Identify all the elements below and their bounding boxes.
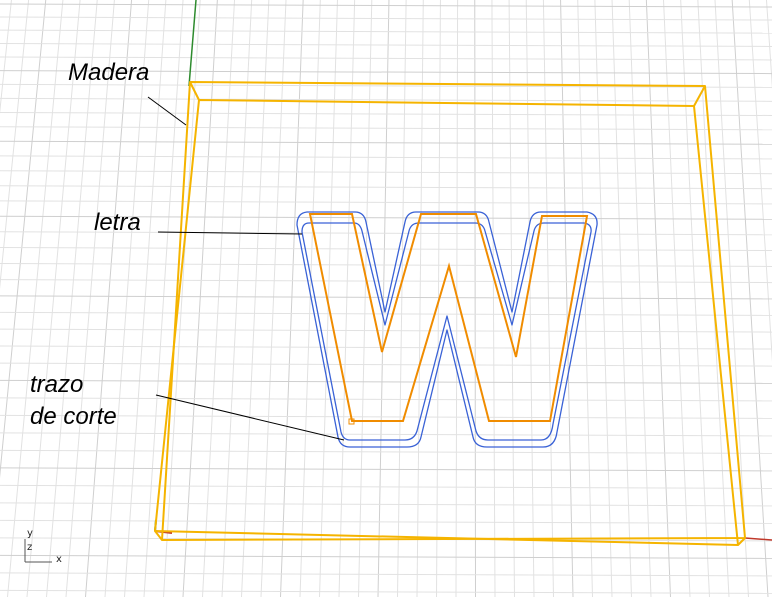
grid-line-vertical (299, 0, 321, 597)
grid-line-horizontal (0, 295, 772, 300)
letra-leader-line (157, 231, 303, 235)
axis-icon-z-label: z (27, 542, 33, 553)
grid-line-horizontal (0, 519, 772, 524)
grid-line-vertical (104, 0, 150, 597)
wood-board-bevel-br (737, 537, 746, 546)
grid-line-horizontal (0, 42, 772, 47)
wood-board-bevel-tl (189, 81, 200, 101)
axis-icon-y-label: y (27, 528, 33, 539)
grid-line-horizontal (0, 3, 772, 8)
grid-line-horizontal (0, 126, 772, 131)
grid-line-vertical (397, 0, 407, 597)
grid-line-vertical (65, 0, 115, 597)
grid-line-horizontal (0, 484, 772, 489)
grid-line-vertical (525, 0, 535, 597)
grid-line-horizontal (0, 70, 772, 75)
grid-line-horizontal (0, 262, 772, 267)
grid-line-vertical (202, 0, 236, 597)
grid-line-vertical (280, 0, 304, 597)
grid-line-vertical (474, 0, 476, 597)
grid-line-horizontal (0, 397, 772, 402)
axis-orientation-icon (24, 539, 52, 563)
grid-line-vertical (182, 0, 218, 597)
axis-icon-x-label: x (56, 554, 62, 565)
grid-line-horizontal (0, 16, 772, 21)
wood-board-bevel-tr (693, 85, 706, 107)
madera-label: Madera (68, 59, 150, 86)
grid-line-vertical (0, 0, 30, 290)
grid-line-horizontal (0, 311, 772, 316)
grid-line-vertical (0, 0, 47, 479)
grid-line-horizontal (0, 345, 772, 350)
grid-line-vertical (491, 0, 496, 597)
wood-board-inner-edge[interactable] (154, 99, 739, 546)
grid-line-horizontal (0, 29, 772, 34)
wood-board-bevel-bl (154, 530, 163, 541)
grid-line-horizontal (0, 379, 772, 384)
grid-line-vertical (319, 0, 338, 597)
grid-line-horizontal (0, 414, 772, 419)
cut-path-outer[interactable] (296, 211, 598, 448)
grid-line-vertical (0, 0, 12, 115)
cut-path-inner[interactable] (301, 222, 592, 441)
grid-line-horizontal (0, 502, 772, 507)
trazo-de-corte-label: trazo de corte (30, 371, 117, 430)
letter-w-outline[interactable] (308, 213, 589, 422)
grid-line-horizontal (0, 155, 772, 160)
grid-line-vertical (124, 0, 167, 597)
grid-line-horizontal (0, 572, 772, 577)
grid-line-horizontal (0, 589, 772, 594)
grid-line-vertical (7, 0, 64, 597)
grid-line-horizontal (0, 432, 772, 437)
grid-line-horizontal (0, 231, 772, 236)
cut-path[interactable] (296, 211, 598, 448)
grid-line-vertical (46, 0, 98, 597)
grid-line-horizontal (0, 140, 772, 145)
world-x-axis (744, 537, 772, 541)
grid-line-vertical (85, 0, 133, 597)
madera-leader-line (147, 96, 187, 126)
grid-line-horizontal (0, 449, 772, 454)
grid-line-vertical (221, 0, 253, 597)
grid-line-horizontal (0, 111, 772, 116)
trazo-leader-line (155, 394, 345, 441)
letra-label: letra (94, 209, 141, 236)
grid-line-horizontal (0, 185, 772, 190)
grid-line-vertical (416, 0, 424, 597)
grid-line-horizontal (0, 215, 772, 220)
grid-line-horizontal (0, 97, 772, 102)
letter-start-point (348, 418, 355, 425)
grid-line-horizontal (0, 56, 772, 61)
grid-line-horizontal (0, 170, 772, 175)
grid-line-horizontal (0, 200, 772, 205)
grid-line-horizontal (0, 554, 772, 559)
grid-line-horizontal (0, 247, 772, 252)
world-y-axis (188, 0, 197, 87)
grid-line-horizontal (0, 467, 772, 472)
wood-board-outer-edge[interactable] (161, 81, 746, 541)
grid-line-horizontal (0, 279, 772, 284)
grid-line-horizontal (0, 328, 772, 333)
grid-line-vertical (26, 0, 81, 597)
grid-line-horizontal (0, 362, 772, 367)
grid-line-vertical (338, 0, 356, 597)
grid-line-vertical (377, 0, 390, 597)
grid-line-vertical (508, 0, 515, 597)
wood-board[interactable] (154, 81, 746, 546)
grid-line-horizontal (0, 83, 772, 88)
